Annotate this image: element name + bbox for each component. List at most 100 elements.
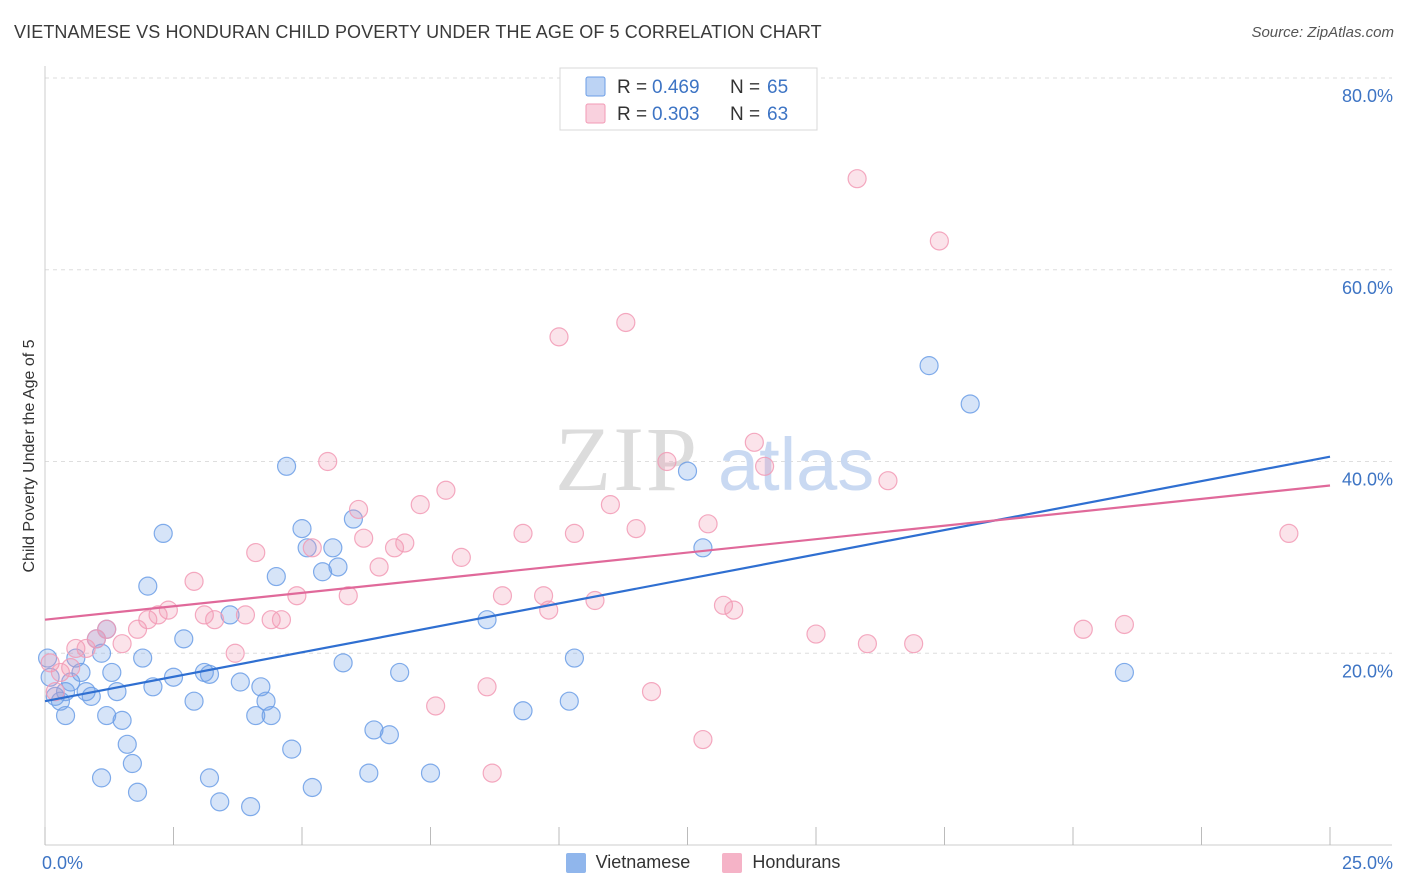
point-hondurans	[436, 480, 456, 500]
point-vietnamese	[559, 691, 579, 711]
y-tick-label-40: 40.0%	[1342, 470, 1393, 490]
stats-legend: R = 0.469 N = 65 R = 0.303 N = 63	[559, 67, 818, 131]
point-hondurans	[806, 624, 826, 644]
point-hondurans	[857, 634, 878, 654]
point-vietnamese	[61, 672, 81, 692]
point-hondurans	[929, 231, 949, 251]
point-hondurans	[148, 605, 168, 625]
point-hondurans	[477, 677, 497, 697]
legend-r-value-vietnamese: 0.469	[652, 77, 700, 98]
point-hondurans	[754, 456, 775, 476]
point-vietnamese	[919, 356, 939, 376]
point-hondurans	[246, 542, 266, 563]
legend-label-hondurans: Hondurans	[752, 852, 841, 872]
point-hondurans	[86, 629, 107, 649]
point-hondurans	[302, 538, 322, 558]
point-vietnamese	[312, 562, 333, 582]
point-hondurans	[878, 471, 898, 491]
point-hondurans	[348, 499, 369, 520]
point-vietnamese	[174, 629, 194, 649]
point-vietnamese	[390, 662, 410, 683]
point-vietnamese	[261, 705, 281, 726]
point-hondurans	[724, 600, 744, 620]
point-vietnamese	[199, 768, 220, 788]
legend-label-vietnamese: Vietnamese	[595, 852, 691, 872]
point-hondurans	[287, 586, 307, 606]
point-vietnamese	[127, 782, 148, 802]
grid-lines	[45, 77, 1392, 654]
point-vietnamese	[282, 739, 302, 759]
y-tick-label-60: 60.0%	[1342, 278, 1393, 298]
point-vietnamese	[91, 768, 112, 788]
point-vietnamese	[477, 610, 497, 630]
point-vietnamese	[40, 667, 60, 687]
source-credit: Source: ZipAtlas.com	[1251, 24, 1394, 41]
point-hondurans	[338, 586, 358, 606]
point-hondurans	[261, 610, 281, 630]
point-hondurans	[426, 696, 446, 716]
legend-n-label-hondurans: N =	[730, 104, 760, 125]
legend-marker-vietnamese	[565, 852, 586, 873]
legend-r-label-hondurans: R =	[617, 104, 647, 125]
point-vietnamese	[292, 519, 312, 539]
point-hondurans	[1073, 619, 1093, 639]
point-hondurans	[626, 519, 646, 539]
tick-labels: 20.0% 40.0% 60.0% 80.0% 0.0% 25.0%	[42, 86, 1393, 873]
point-hondurans	[451, 547, 471, 567]
point-vietnamese	[677, 461, 698, 481]
point-hondurans	[369, 557, 389, 577]
point-vietnamese	[513, 701, 533, 721]
trendline-hondurans	[44, 484, 1331, 621]
point-hondurans	[66, 638, 86, 659]
point-hondurans	[318, 451, 338, 472]
point-hondurans	[847, 169, 867, 189]
point-vietnamese	[210, 792, 230, 812]
point-hondurans	[225, 643, 245, 663]
point-hondurans	[641, 681, 662, 702]
point-hondurans	[616, 312, 636, 333]
point-vietnamese	[960, 394, 980, 414]
point-vietnamese	[97, 705, 117, 726]
point-hondurans	[1114, 614, 1135, 635]
legend-n-value-hondurans: 63	[767, 104, 788, 125]
series-legend: Vietnamese Hondurans	[0, 852, 1406, 873]
point-vietnamese	[55, 705, 76, 726]
y-tick-label-20: 20.0%	[1342, 661, 1393, 681]
point-vietnamese	[133, 648, 153, 668]
point-vietnamese	[138, 576, 158, 596]
legend-item-hondurans: Hondurans	[722, 852, 840, 873]
point-vietnamese	[184, 691, 204, 711]
point-vietnamese	[91, 643, 112, 663]
legend-marker-hondurans	[722, 852, 743, 873]
point-vietnamese	[359, 763, 379, 783]
point-vietnamese	[246, 705, 266, 726]
point-vietnamese	[1114, 662, 1135, 683]
point-vietnamese	[297, 538, 317, 558]
point-vietnamese	[379, 725, 399, 745]
point-vietnamese	[266, 566, 286, 587]
point-hondurans	[61, 658, 81, 678]
legend-n-value-vietnamese: 65	[767, 77, 788, 98]
series-layer	[37, 169, 1299, 817]
point-vietnamese	[364, 720, 384, 740]
point-vietnamese	[564, 648, 585, 668]
point-hondurans	[45, 681, 65, 702]
watermark-atlas: atlas	[718, 423, 874, 506]
legend-item-vietnamese: Vietnamese	[565, 852, 691, 873]
watermark-zip: ZIP	[555, 408, 699, 510]
point-hondurans	[533, 586, 554, 606]
x-tick-label-min: 0.0%	[42, 853, 83, 873]
point-vietnamese	[251, 677, 271, 697]
point-hondurans	[1279, 523, 1299, 544]
point-vietnamese	[122, 753, 142, 774]
point-hondurans	[585, 590, 605, 611]
point-hondurans	[194, 605, 214, 625]
point-hondurans	[138, 610, 158, 630]
point-hondurans	[235, 605, 256, 625]
point-vietnamese	[323, 538, 343, 558]
point-vietnamese	[343, 509, 363, 529]
point-vietnamese	[276, 456, 297, 476]
point-hondurans	[112, 634, 132, 654]
point-hondurans	[713, 595, 734, 615]
point-hondurans	[564, 523, 585, 544]
